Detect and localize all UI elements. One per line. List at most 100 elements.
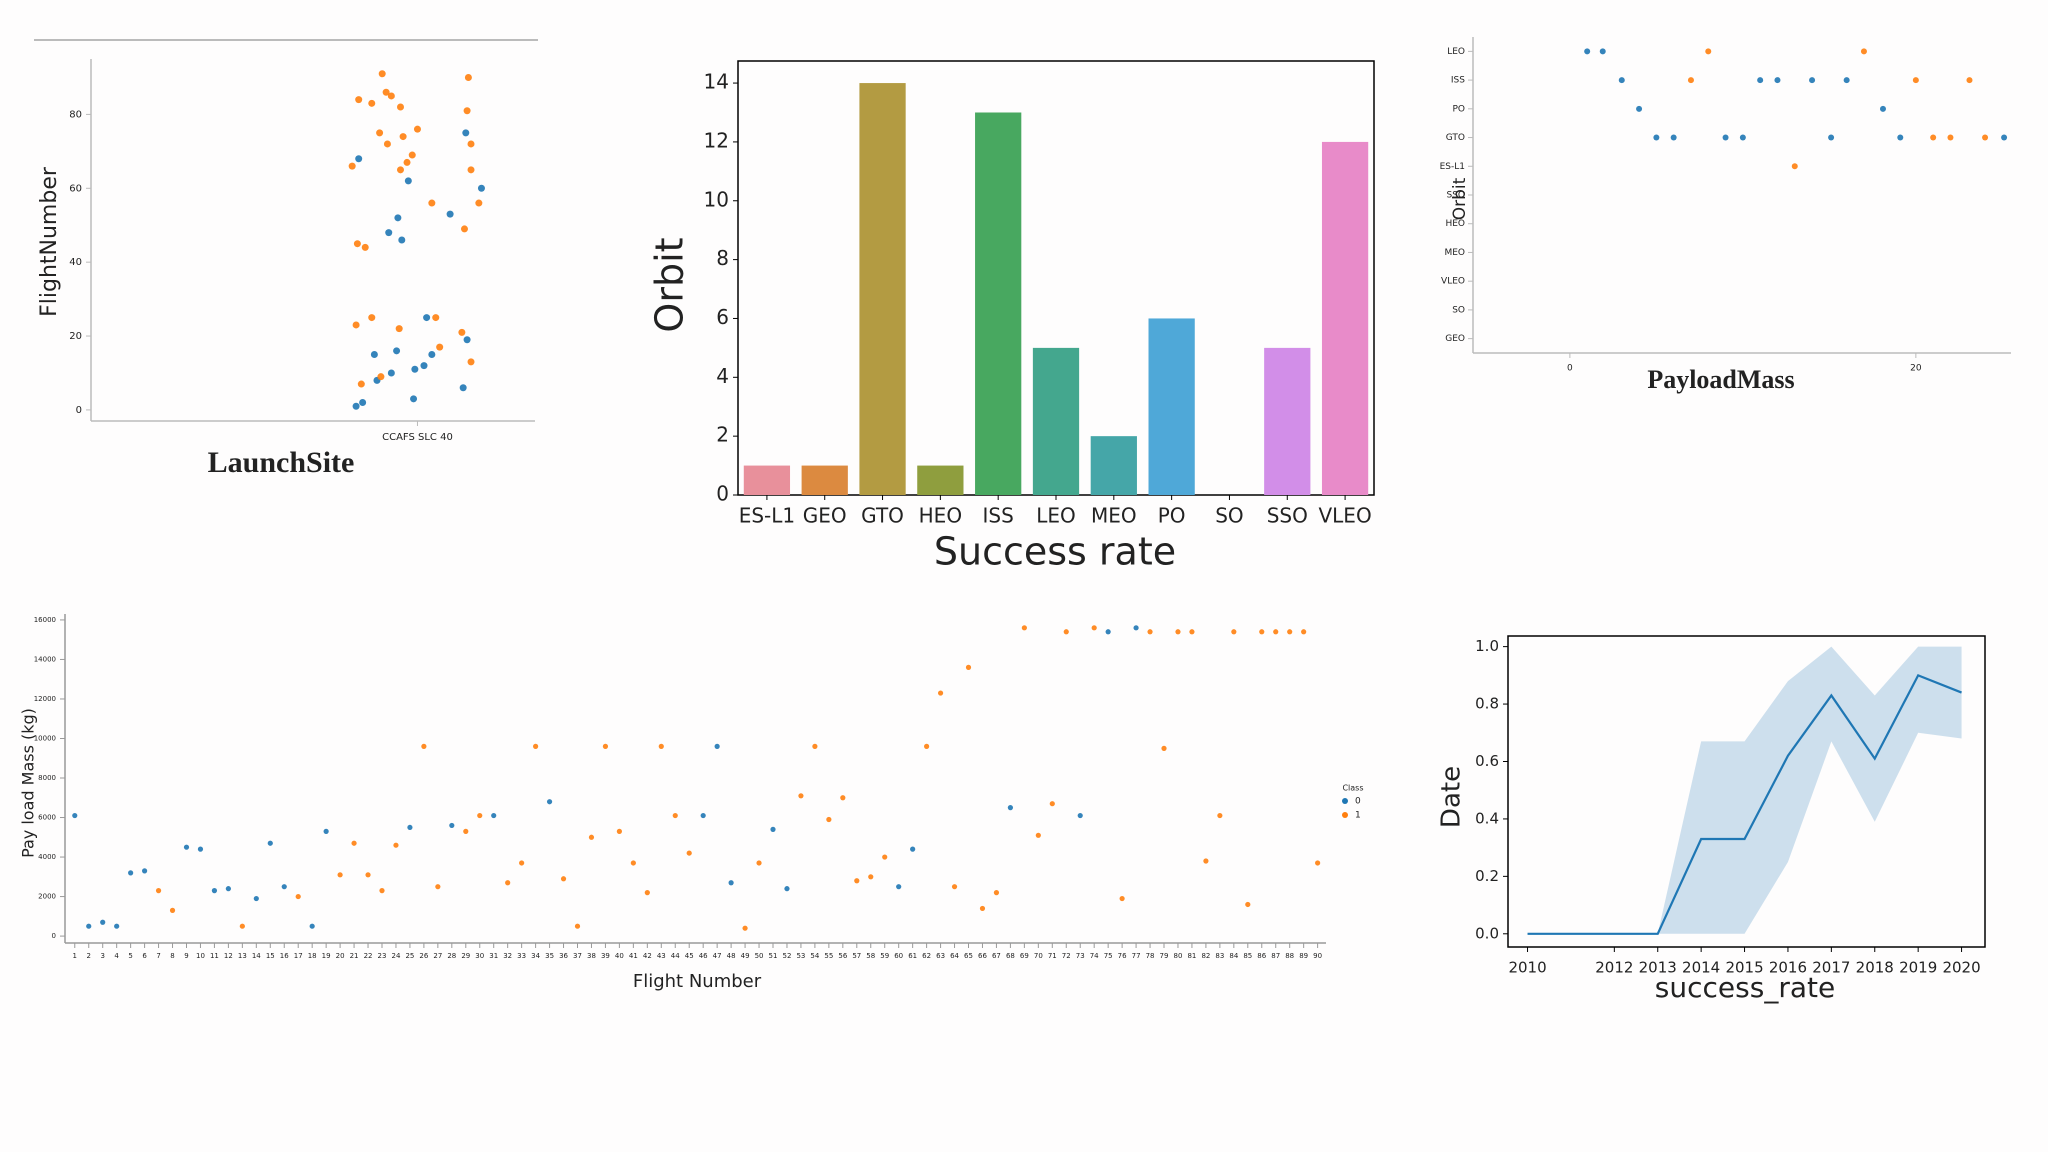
data-point bbox=[1203, 858, 1209, 864]
data-point bbox=[100, 919, 106, 925]
data-point bbox=[1966, 77, 1973, 84]
x-tick-label: 13 bbox=[238, 952, 247, 960]
data-point bbox=[398, 236, 406, 244]
data-point bbox=[937, 690, 944, 696]
data-point bbox=[1189, 629, 1195, 635]
x-tick-label: 67 bbox=[992, 952, 1001, 960]
data-point bbox=[868, 874, 874, 880]
x-tick-label: GTO bbox=[861, 504, 904, 528]
x-tick-label: 75 bbox=[1104, 952, 1113, 960]
data-point bbox=[1007, 805, 1014, 811]
data-point bbox=[1175, 629, 1181, 635]
x-tick-label: 19 bbox=[322, 952, 331, 960]
x-tick-label: 32 bbox=[503, 952, 512, 960]
data-point bbox=[798, 793, 804, 799]
x-tick-label: 26 bbox=[419, 952, 428, 960]
x-tick-label: 90 bbox=[1313, 952, 1322, 960]
confidence-band bbox=[1527, 646, 1962, 934]
data-point bbox=[1119, 895, 1125, 902]
data-point bbox=[428, 199, 436, 207]
x-tick-label: 81 bbox=[1187, 952, 1196, 960]
data-point bbox=[423, 314, 431, 322]
y-tick-label: 0.6 bbox=[1475, 752, 1499, 770]
data-point bbox=[1599, 48, 1606, 55]
x-tick-label: 15 bbox=[266, 952, 275, 960]
data-point bbox=[1133, 625, 1139, 631]
data-point bbox=[376, 129, 384, 137]
x-tick-label: 14 bbox=[252, 952, 261, 960]
x-tick-label: 58 bbox=[866, 952, 875, 960]
x-tick-label: 4 bbox=[114, 952, 119, 960]
y-tick-label: 8 bbox=[716, 246, 729, 270]
data-point bbox=[1245, 901, 1251, 908]
bar bbox=[1090, 436, 1137, 495]
data-point bbox=[1035, 832, 1041, 838]
data-point bbox=[826, 816, 832, 823]
x-tick-label: 8 bbox=[170, 952, 174, 960]
data-point bbox=[355, 96, 363, 104]
data-point bbox=[714, 743, 720, 749]
data-point bbox=[1774, 77, 1781, 84]
y-tick-label: 2 bbox=[716, 423, 729, 447]
x-tick-label: VLEO bbox=[1318, 504, 1371, 528]
data-point bbox=[1897, 134, 1904, 141]
data-point bbox=[1161, 745, 1167, 751]
x-tick-label: 9 bbox=[184, 952, 188, 960]
x-tick-label: 1 bbox=[73, 952, 77, 960]
x-tick-label: 6 bbox=[142, 952, 147, 960]
data-point bbox=[428, 351, 436, 359]
x-tick-label: 61 bbox=[908, 952, 917, 960]
x-tick-label: 78 bbox=[1146, 952, 1155, 960]
bar bbox=[917, 465, 964, 495]
data-point bbox=[396, 103, 404, 111]
data-point bbox=[1315, 860, 1321, 866]
data-point bbox=[1021, 625, 1027, 631]
data-point bbox=[421, 743, 427, 749]
y-tick-label: GTO bbox=[1446, 133, 1465, 143]
data-point bbox=[784, 886, 790, 892]
y-tick-label: 2000 bbox=[38, 893, 56, 901]
y-tick-label: SSO bbox=[1446, 191, 1465, 201]
data-point bbox=[644, 890, 650, 896]
data-point bbox=[1739, 134, 1746, 141]
data-point bbox=[1879, 105, 1886, 112]
data-point bbox=[924, 743, 930, 749]
y-tick-label: 40 bbox=[69, 257, 82, 268]
x-tick-label: 73 bbox=[1076, 952, 1085, 960]
x-tick-label: 62 bbox=[922, 952, 931, 960]
x-tick-label: 69 bbox=[1020, 952, 1029, 960]
y-axis-label: Orbit bbox=[648, 237, 692, 332]
x-tick-label: 46 bbox=[699, 952, 708, 960]
x-axis-label: Flight Number bbox=[633, 971, 762, 992]
data-point bbox=[475, 199, 483, 207]
x-tick-label: ISS bbox=[983, 504, 1014, 528]
data-point bbox=[1930, 134, 1937, 141]
y-tick-label: 16000 bbox=[34, 616, 56, 624]
data-point bbox=[449, 822, 455, 829]
x-tick-label: 2019 bbox=[1899, 959, 1937, 977]
data-point bbox=[1947, 134, 1954, 141]
data-point bbox=[459, 384, 467, 392]
x-tick-label: 79 bbox=[1160, 952, 1169, 960]
y-tick-label: 80 bbox=[69, 109, 82, 120]
data-point bbox=[1273, 629, 1279, 635]
data-point bbox=[464, 73, 472, 81]
x-tick-label: 59 bbox=[880, 952, 889, 960]
y-tick-label: 12 bbox=[704, 128, 729, 152]
line bbox=[1527, 673, 1962, 935]
y-tick-label: 14000 bbox=[34, 655, 56, 663]
y-tick-label: 0 bbox=[76, 405, 82, 416]
data-point bbox=[407, 824, 413, 831]
bar bbox=[1032, 347, 1080, 495]
x-tick-label: 17 bbox=[294, 952, 303, 960]
data-point bbox=[519, 860, 525, 866]
x-tick-label: 71 bbox=[1048, 952, 1057, 960]
x-tick-label: CCAFS SLC 40 bbox=[382, 432, 453, 443]
y-tick-label: GEO bbox=[1445, 334, 1465, 344]
x-tick-label: 39 bbox=[601, 952, 610, 960]
x-tick-label: 49 bbox=[741, 952, 750, 960]
data-point bbox=[951, 884, 958, 890]
y-tick-label: 4 bbox=[716, 364, 729, 388]
x-tick-label: 57 bbox=[852, 952, 861, 960]
